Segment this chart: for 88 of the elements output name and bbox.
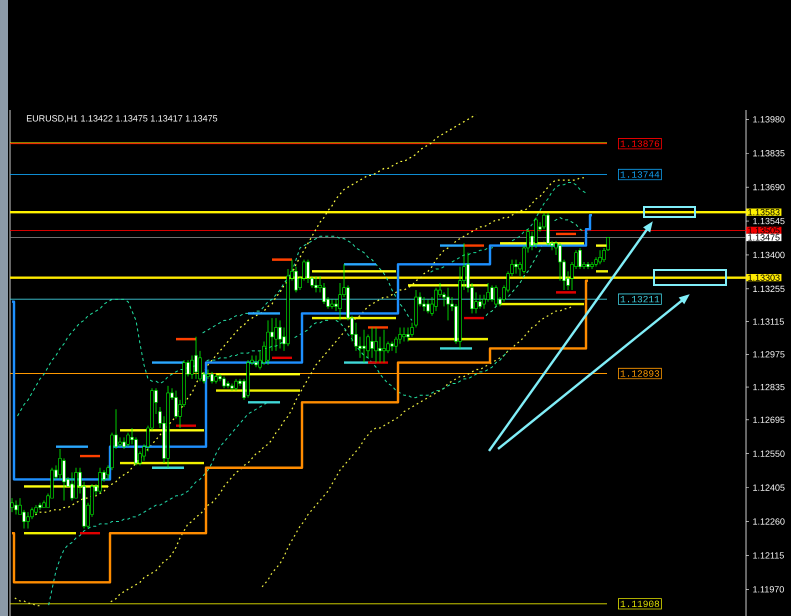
candlestick bbox=[422, 296, 426, 312]
candlestick bbox=[434, 287, 438, 312]
candlestick bbox=[222, 376, 226, 389]
candlestick bbox=[322, 282, 326, 304]
ref-line-label: 1.13505 bbox=[748, 227, 780, 234]
candlestick bbox=[194, 336, 198, 380]
candlestick bbox=[446, 287, 450, 321]
candlestick bbox=[578, 248, 582, 270]
ref-line-label: 1.13475 bbox=[748, 234, 780, 241]
y-tick-label: 1.13690 bbox=[753, 184, 785, 190]
y-tick-label: 1.13545 bbox=[753, 218, 785, 224]
ref-line-label: 1.13876 bbox=[620, 140, 660, 147]
ref-line-label: 1.13303 bbox=[748, 274, 780, 281]
candlestick bbox=[486, 282, 490, 302]
candlestick bbox=[122, 436, 126, 450]
ref-line-label: 1.13744 bbox=[620, 171, 660, 178]
candlestick bbox=[294, 266, 298, 293]
candlestick bbox=[258, 350, 262, 370]
candlestick bbox=[362, 329, 366, 363]
candlestick bbox=[482, 294, 486, 310]
candlestick bbox=[30, 507, 34, 520]
candlestick bbox=[126, 432, 130, 448]
candlestick bbox=[22, 509, 26, 529]
ref-line-label: 1.13583 bbox=[748, 208, 780, 216]
candlestick bbox=[358, 336, 362, 358]
candlestick bbox=[558, 242, 562, 282]
candlestick bbox=[366, 334, 370, 358]
candlestick bbox=[374, 327, 378, 363]
candlestick bbox=[314, 276, 318, 293]
candlestick bbox=[210, 371, 214, 384]
candlestick bbox=[442, 292, 446, 307]
candlestick bbox=[398, 327, 402, 344]
candlestick bbox=[334, 298, 338, 312]
candlestick bbox=[254, 355, 258, 368]
y-tick-label: 1.13980 bbox=[753, 116, 785, 123]
y-tick-label: 1.13835 bbox=[753, 150, 785, 156]
ref-line-label: 1.13211 bbox=[620, 296, 660, 302]
y-tick-label: 1.13115 bbox=[753, 318, 784, 325]
candlestick bbox=[10, 498, 14, 513]
candlestick bbox=[306, 259, 310, 284]
y-tick-label: 1.12695 bbox=[753, 416, 785, 423]
candlestick bbox=[118, 436, 122, 448]
candlestick bbox=[274, 318, 278, 352]
candlestick bbox=[382, 329, 386, 363]
y-tick-label: 1.13400 bbox=[753, 252, 785, 258]
candlestick bbox=[58, 448, 62, 480]
candlestick bbox=[426, 298, 430, 314]
ref-line-label: 1.12893 bbox=[620, 370, 660, 377]
candlestick bbox=[370, 327, 374, 358]
y-tick-label: 1.12835 bbox=[753, 384, 785, 390]
y-tick-label: 1.12260 bbox=[753, 518, 785, 525]
candlestick bbox=[386, 341, 390, 354]
candlestick bbox=[402, 327, 406, 342]
candlestick bbox=[606, 237, 610, 252]
candlestick bbox=[514, 259, 518, 274]
chart-title: EURUSD,H1 1.13422 1.13475 1.13417 1.13475 bbox=[26, 115, 218, 123]
y-tick-label: 1.13255 bbox=[753, 286, 785, 292]
candlestick bbox=[602, 248, 606, 262]
candlestick bbox=[70, 472, 74, 501]
candlestick bbox=[34, 504, 38, 515]
y-tick-label: 1.12405 bbox=[753, 484, 785, 491]
candlestick bbox=[598, 250, 602, 265]
candlestick bbox=[278, 320, 282, 349]
candlestick bbox=[378, 336, 382, 363]
candlestick bbox=[338, 282, 342, 321]
candlestick bbox=[206, 369, 210, 380]
y-tick-label: 1.11970 bbox=[753, 586, 784, 593]
candlestick bbox=[98, 467, 102, 494]
candlestick bbox=[190, 355, 194, 380]
ref-line-label: 1.11908 bbox=[620, 600, 660, 608]
candlestick bbox=[214, 374, 218, 384]
candlestick bbox=[354, 322, 358, 352]
candlestick bbox=[198, 350, 202, 382]
candlestick bbox=[534, 217, 538, 248]
candlestick bbox=[330, 298, 334, 310]
candlestick bbox=[494, 284, 498, 307]
y-tick-label: 1.12975 bbox=[753, 351, 785, 358]
candlestick bbox=[410, 322, 414, 338]
candlestick bbox=[234, 378, 238, 391]
y-tick-label: 1.12115 bbox=[753, 552, 784, 559]
candlestick bbox=[474, 292, 478, 314]
y-tick-label: 1.12550 bbox=[753, 450, 785, 457]
candlestick bbox=[62, 458, 66, 501]
candlestick bbox=[134, 436, 138, 466]
candlestick bbox=[390, 341, 394, 352]
candlestick bbox=[394, 336, 398, 354]
candlestick bbox=[406, 327, 410, 342]
candlestick bbox=[26, 512, 30, 529]
